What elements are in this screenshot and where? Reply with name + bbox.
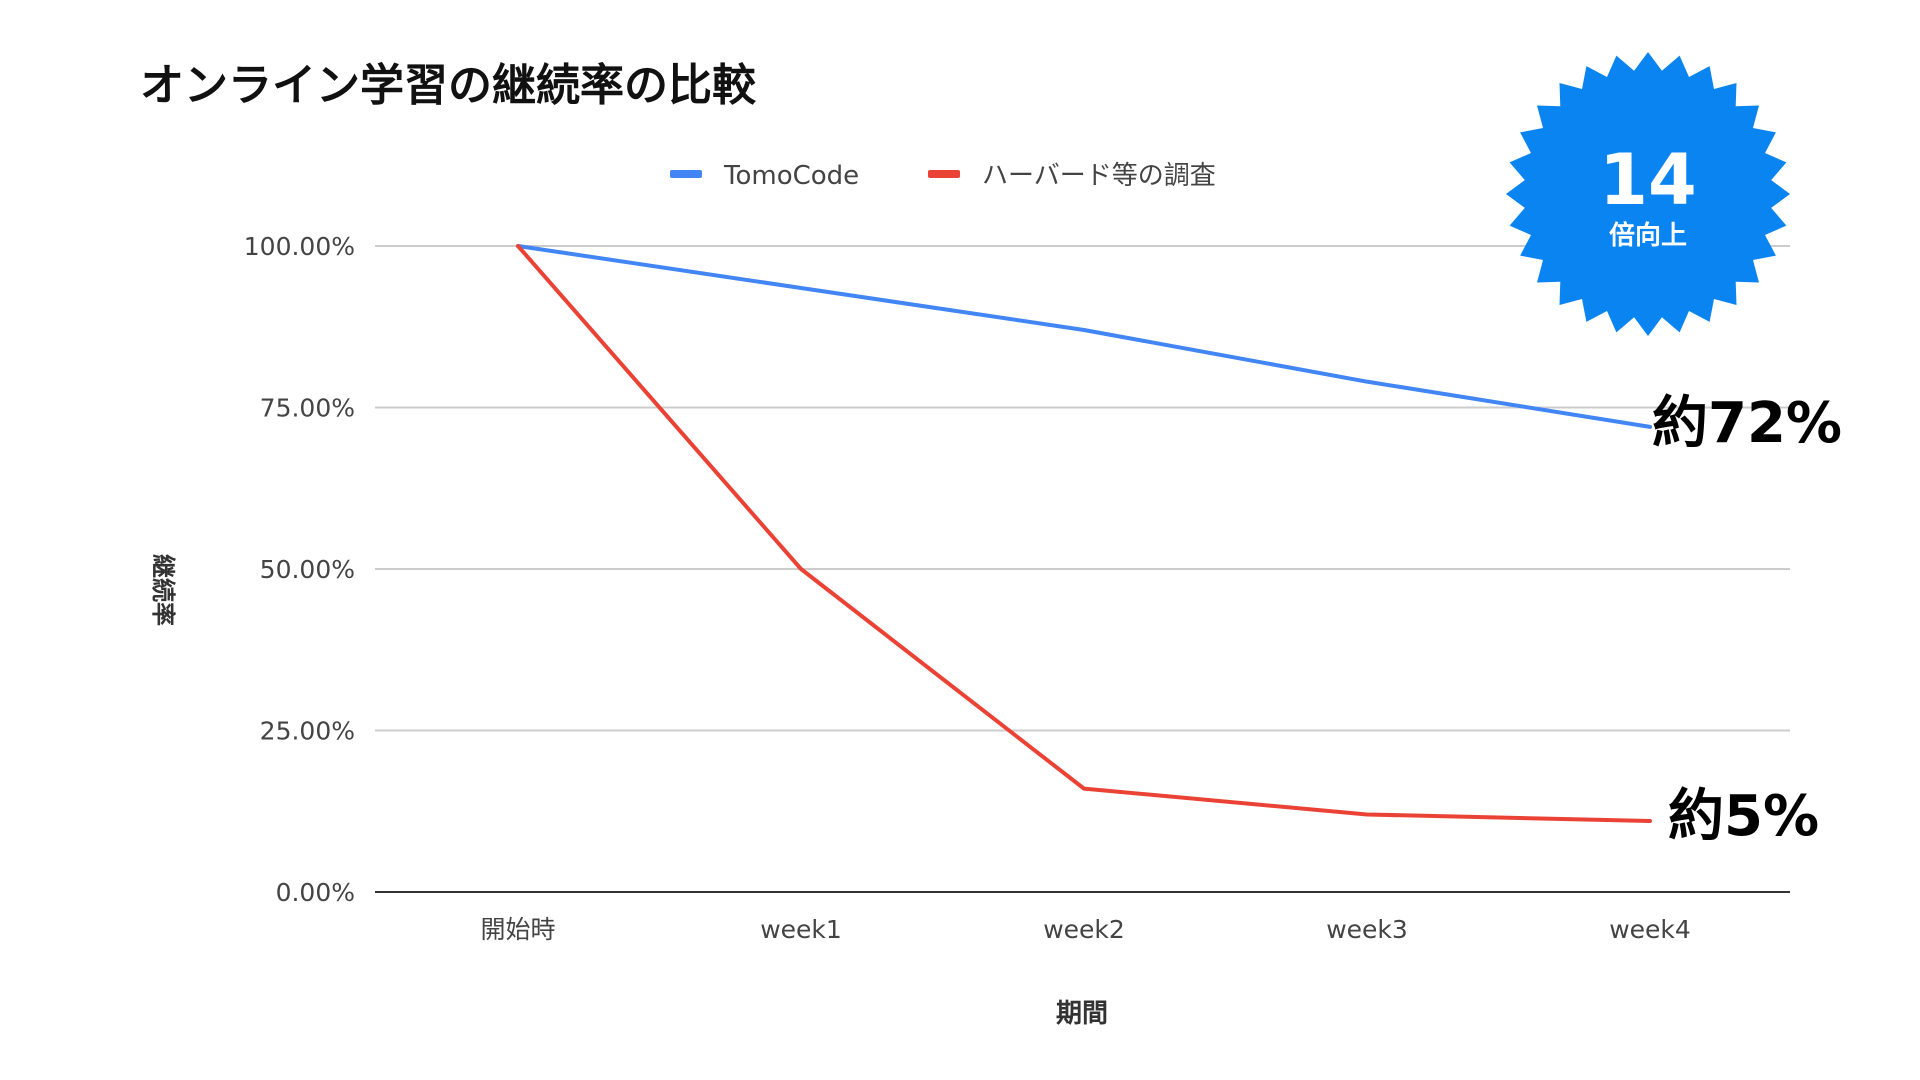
- chart-title: オンライン学習の継続率の比較: [140, 60, 757, 111]
- series-line-tomocode: [516, 244, 1652, 429]
- legend-swatch-harvard: [928, 170, 960, 178]
- harvard-end-annotation: 約5%: [1668, 784, 1819, 849]
- y-axis-ticks: 0.00% 25.00% 50.00% 75.00% 100.00%: [244, 232, 355, 907]
- y-axis-label: 継続率: [149, 554, 177, 626]
- x-tick-label: week4: [1609, 915, 1691, 944]
- y-tick-label: 75.00%: [260, 394, 355, 423]
- x-tick-label: 開始時: [480, 915, 555, 944]
- badge-number: 14: [1599, 139, 1696, 221]
- x-axis-label: 期間: [1056, 999, 1108, 1029]
- y-tick-label: 0.00%: [276, 878, 355, 907]
- x-axis-ticks: 開始時 week1 week2 week3 week4: [480, 915, 1690, 944]
- grid: [375, 245, 1790, 732]
- badge-label: 倍向上: [1609, 220, 1687, 251]
- x-tick-label: week1: [760, 915, 842, 944]
- y-tick-label: 25.00%: [260, 717, 355, 746]
- y-tick-label: 50.00%: [260, 555, 355, 584]
- legend-label-harvard: ハーバード等の調査: [982, 161, 1216, 191]
- x-tick-label: week2: [1043, 915, 1125, 944]
- x-tick-label: week3: [1326, 915, 1408, 944]
- badge-starburst: [1506, 52, 1790, 336]
- series-line-harvard: [516, 244, 1652, 823]
- legend-label-tomocode: TomoCode: [723, 161, 859, 191]
- y-tick-label: 100.00%: [244, 232, 355, 261]
- series: [516, 244, 1652, 823]
- legend: TomoCode ハーバード等の調査: [670, 161, 1216, 191]
- legend-swatch-tomocode: [670, 170, 702, 178]
- tomocode-end-annotation: 約72%: [1652, 391, 1842, 456]
- badge: 14 倍向上: [1506, 52, 1790, 336]
